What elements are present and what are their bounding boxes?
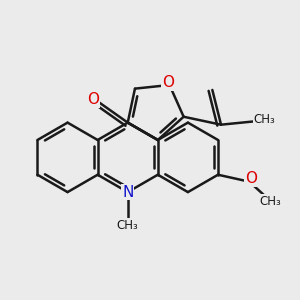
Text: O: O	[245, 171, 257, 186]
Text: CH₃: CH₃	[254, 113, 275, 126]
Text: O: O	[87, 92, 99, 107]
Text: O: O	[162, 75, 174, 90]
Text: N: N	[122, 184, 134, 200]
Text: CH₃: CH₃	[259, 195, 281, 208]
Text: CH₃: CH₃	[117, 219, 139, 232]
